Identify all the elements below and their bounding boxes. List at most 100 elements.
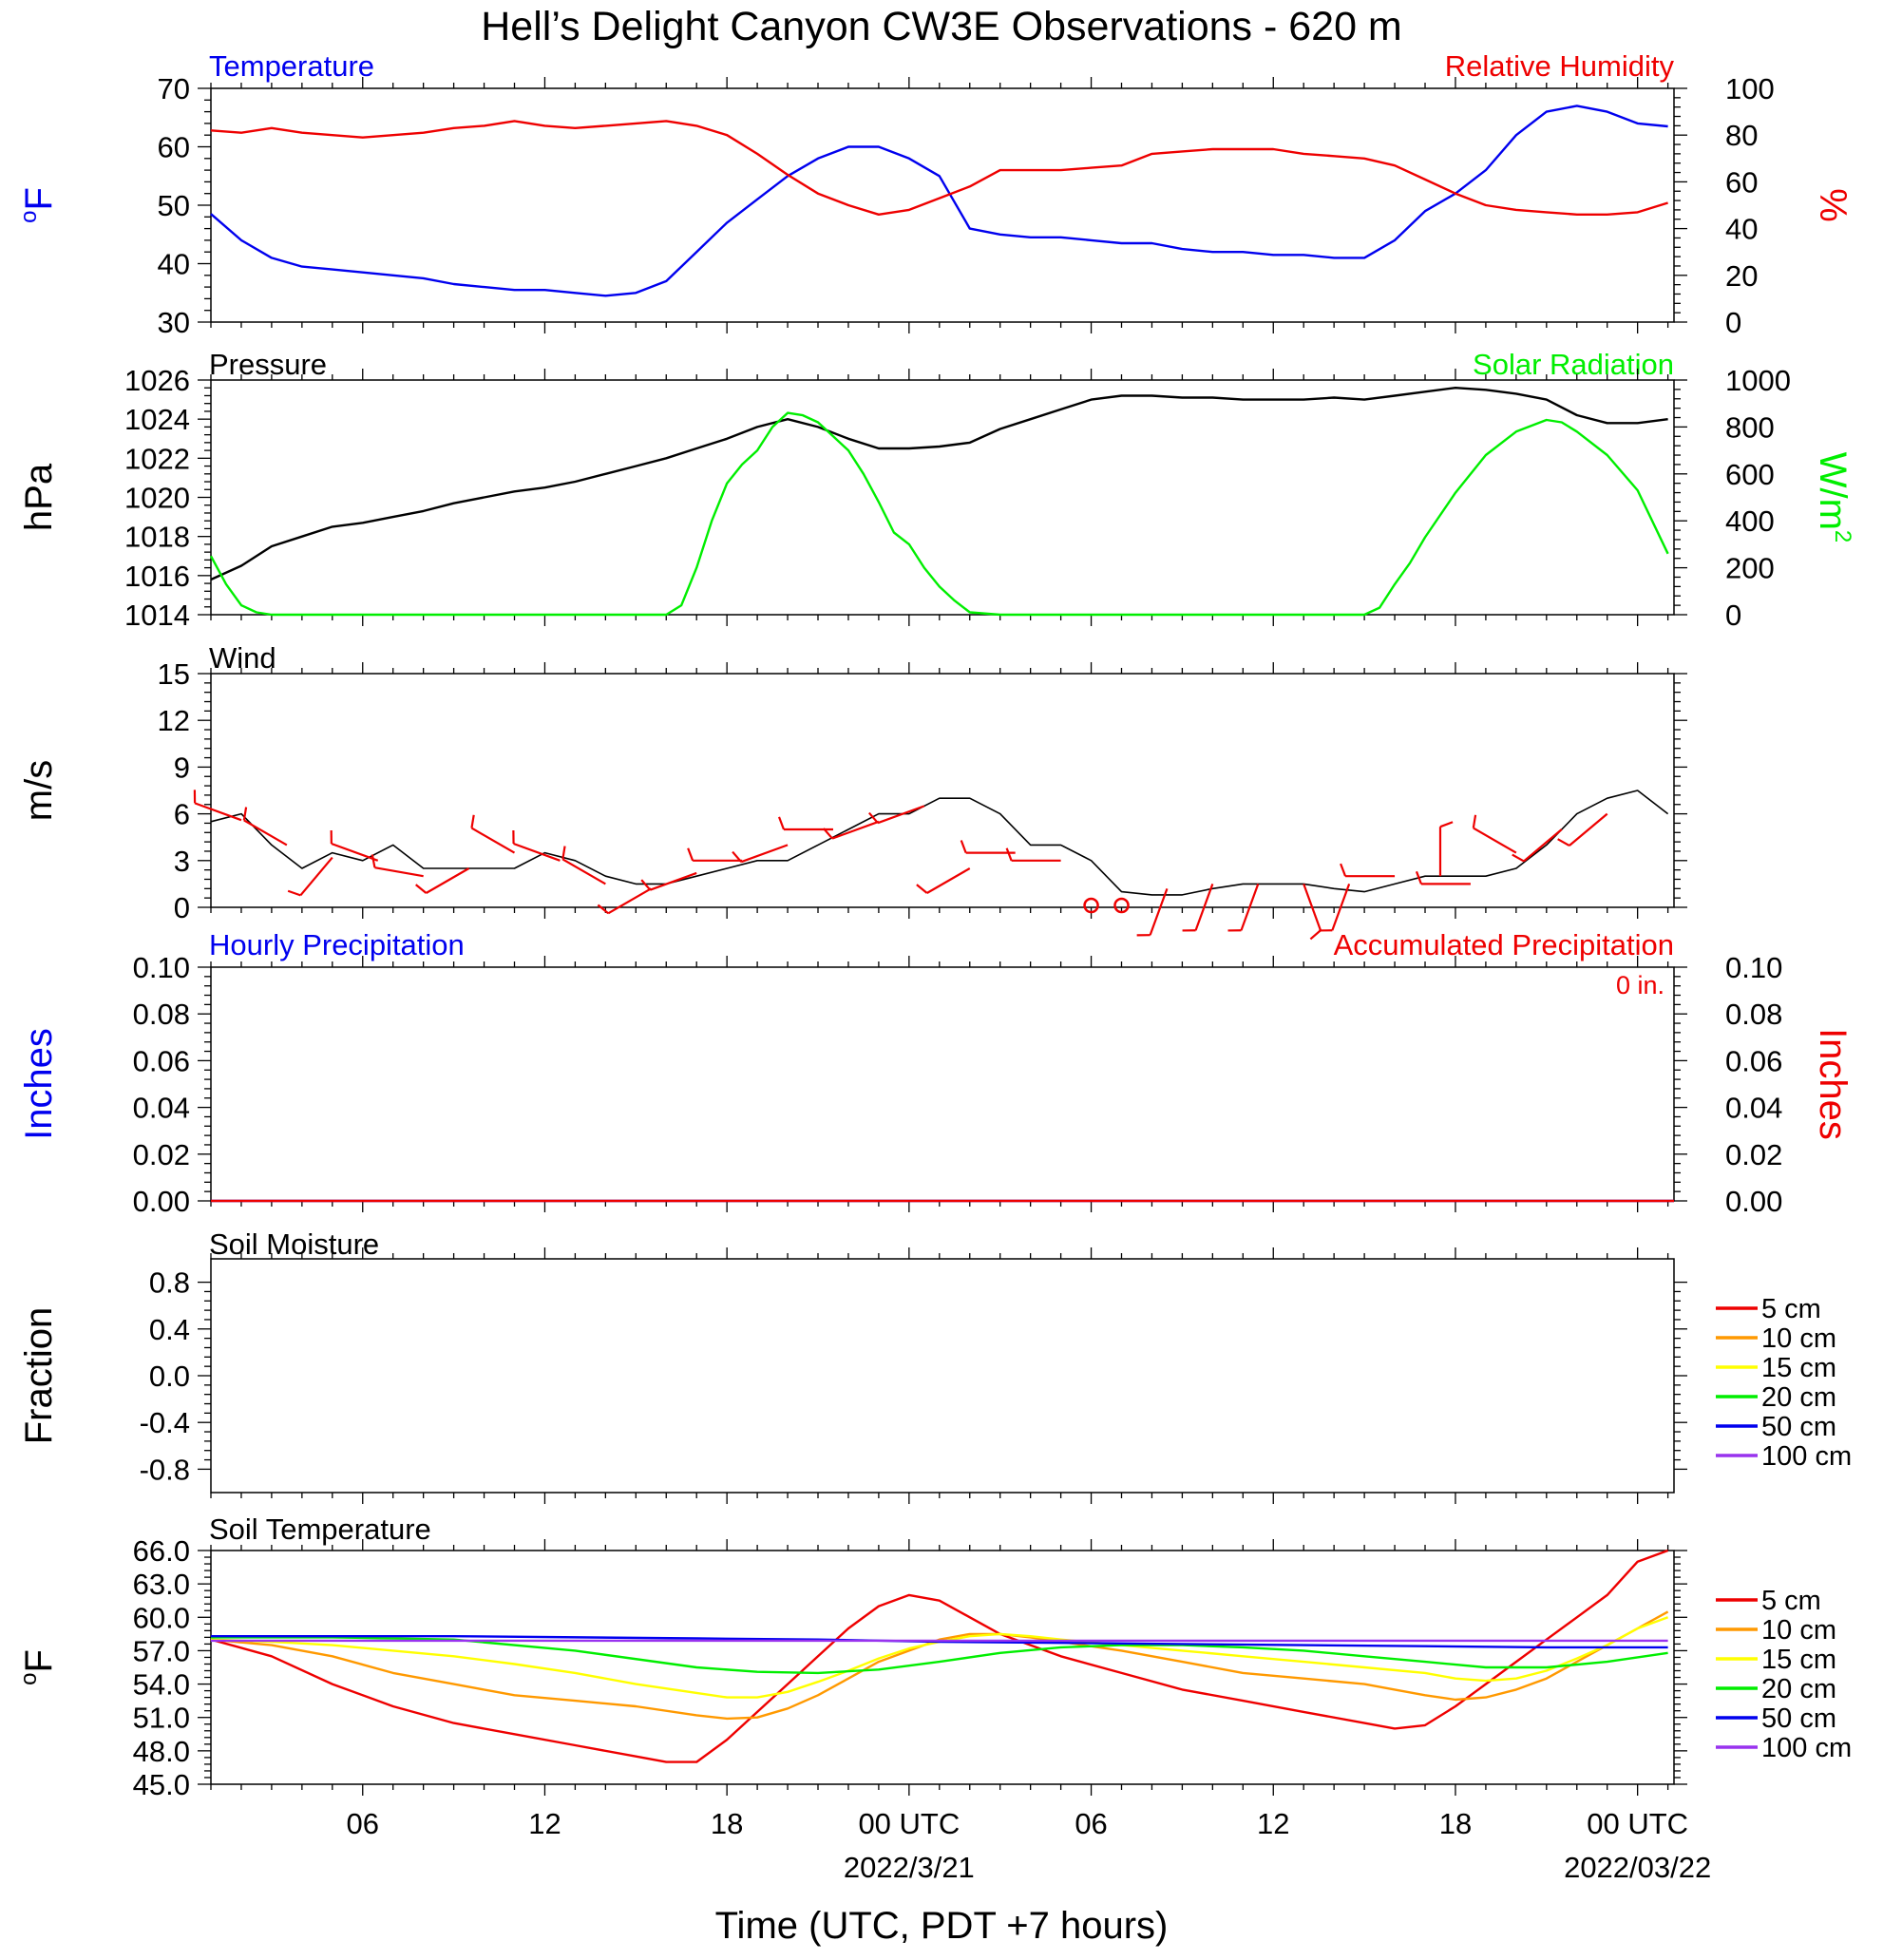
y-tick-label-left: 9 xyxy=(174,751,190,784)
panel-title-wind: Wind xyxy=(209,641,276,675)
plot-area xyxy=(211,380,1674,615)
wind-barb xyxy=(1474,828,1516,853)
y-tick-label-left: 0.0 xyxy=(149,1360,190,1393)
panel-title-pressure: Pressure xyxy=(209,348,327,381)
panel-precipitation: Hourly Precipitation Accumulated Precipi… xyxy=(18,928,1854,1218)
wind-barb-flag xyxy=(688,848,693,861)
wind-barb xyxy=(832,822,879,839)
x-tick-label: 00 UTC xyxy=(1587,1807,1688,1840)
y-axis-title-right: Inches xyxy=(1812,1028,1854,1140)
wind-barb xyxy=(471,828,514,853)
wind-barb-flag xyxy=(961,841,966,853)
wind-barb-flag xyxy=(1007,848,1012,861)
legend-label: 50 cm xyxy=(1761,1703,1836,1734)
y-tick-label-left: 40 xyxy=(158,248,190,281)
wind-barb-flag xyxy=(1341,864,1345,876)
y-tick-label-left: 30 xyxy=(158,306,190,339)
y-tick-label-left: 1020 xyxy=(124,482,190,515)
wind-barb-flag xyxy=(1558,839,1569,846)
x-tick-label: 12 xyxy=(528,1807,561,1840)
legend-label: 100 cm xyxy=(1761,1733,1852,1763)
series-line-wind-speed xyxy=(211,790,1668,895)
y-tick-label-left: 66.0 xyxy=(133,1534,190,1568)
plot-area xyxy=(211,1551,1674,1784)
wind-barb-flag xyxy=(372,854,375,867)
wind-barb xyxy=(650,873,696,890)
legend-label: 20 cm xyxy=(1761,1674,1836,1704)
y-axis-title-left: m/s xyxy=(18,760,60,821)
panel-title-hourly-precipitation: Hourly Precipitation xyxy=(209,928,465,961)
y-tick-label-left: 1016 xyxy=(124,560,190,593)
wind-barb xyxy=(1569,814,1607,846)
y-tick-label-left: 15 xyxy=(158,657,190,691)
panel-soil-temperature: Soil Temperature 45.048.051.054.057.060.… xyxy=(16,1513,1852,1801)
wind-barb xyxy=(427,868,469,893)
y-tick-label-right: 0.02 xyxy=(1725,1138,1782,1171)
wind-barb-flag xyxy=(779,817,784,829)
panel-title-accumulated-precipitation: Accumulated Precipitation xyxy=(1334,928,1674,961)
panel-title-soil-temperature: Soil Temperature xyxy=(209,1513,431,1546)
x-tick-label: 06 xyxy=(347,1807,379,1840)
panel-title-temperature: Temperature xyxy=(209,49,374,83)
y-axis-title-left: oF xyxy=(16,1649,60,1685)
wind-barb-flag xyxy=(1310,930,1321,939)
legend-label: 15 cm xyxy=(1761,1353,1836,1383)
panel-pressure-solar: Pressure Solar Radiation 101410161018102… xyxy=(18,348,1855,632)
x-tick-label: 18 xyxy=(711,1807,743,1840)
wind-barb-flag xyxy=(1474,815,1475,828)
y-tick-label-left: 1018 xyxy=(124,521,190,554)
y-tick-label-right: 200 xyxy=(1725,552,1775,585)
wind-barb-flag xyxy=(288,891,300,896)
wind-barb xyxy=(374,867,423,876)
series-line-temperature xyxy=(211,105,1668,295)
y-tick-label-left: 0 xyxy=(174,891,190,924)
y-tick-label-left: 51.0 xyxy=(133,1702,190,1735)
plot-area xyxy=(211,674,1674,907)
series-line-5-cm xyxy=(211,1551,1668,1762)
legend-label: 5 cm xyxy=(1761,1586,1821,1616)
y-tick-label-left: 0.06 xyxy=(133,1044,190,1077)
wind-barb-flag xyxy=(471,815,473,828)
accumulated-precipitation-total: 0 in. xyxy=(1616,971,1664,999)
y-tick-label-left: 48.0 xyxy=(133,1735,190,1768)
y-tick-label-left: 12 xyxy=(158,704,190,737)
y-tick-label-left: 45.0 xyxy=(133,1768,190,1801)
y-tick-label-left: -0.4 xyxy=(140,1406,190,1439)
legend-label: 100 cm xyxy=(1761,1441,1852,1472)
y-tick-label-left: 0.02 xyxy=(133,1138,190,1171)
panel-wind: Wind 0 3 6 9 12 15 m/s xyxy=(18,641,1687,939)
y-tick-label-left: 3 xyxy=(174,845,190,878)
y-tick-label-right: 20 xyxy=(1725,259,1758,293)
x-tick-label: 18 xyxy=(1439,1807,1472,1840)
x-tick-label: 06 xyxy=(1075,1807,1107,1840)
wind-barb xyxy=(244,820,287,845)
legend-label: 20 cm xyxy=(1761,1382,1836,1413)
panel-title-soil-moisture: Soil Moisture xyxy=(209,1227,379,1261)
legend-label: 50 cm xyxy=(1761,1412,1836,1442)
plot-area xyxy=(211,967,1674,1201)
y-axis-title-right: % xyxy=(1812,188,1854,222)
y-tick-label-left: 50 xyxy=(158,189,190,222)
wind-barb xyxy=(1524,829,1562,861)
y-tick-label-left: 60 xyxy=(158,131,190,164)
y-tick-label-left: 6 xyxy=(174,798,190,831)
chart-title: Hell’s Delight Canyon CW3E Observations … xyxy=(481,4,1402,49)
y-tick-label-right: 40 xyxy=(1725,213,1758,246)
series-line-relative-humidity xyxy=(211,121,1668,214)
y-tick-label-left: 1014 xyxy=(124,599,190,632)
series-line-solar-radiation xyxy=(211,413,1668,615)
y-tick-label-right: 1000 xyxy=(1725,364,1791,397)
wind-barb xyxy=(608,888,651,913)
panel-temperature-humidity: Temperature Relative Humidity 3040506070… xyxy=(16,49,1854,339)
x-date-label: 2022/03/22 xyxy=(1564,1851,1711,1884)
wind-barb-flag xyxy=(917,885,927,893)
wind-barb xyxy=(741,845,788,862)
y-axis-title-left: Inches xyxy=(18,1028,60,1140)
y-tick-label-right: 800 xyxy=(1725,410,1775,444)
y-tick-label-right: 400 xyxy=(1725,504,1775,538)
x-tick-label: 12 xyxy=(1257,1807,1289,1840)
y-tick-label-right: 0.06 xyxy=(1725,1044,1782,1077)
x-date-label: 2022/3/21 xyxy=(844,1851,975,1884)
series-line-pressure xyxy=(211,388,1668,580)
